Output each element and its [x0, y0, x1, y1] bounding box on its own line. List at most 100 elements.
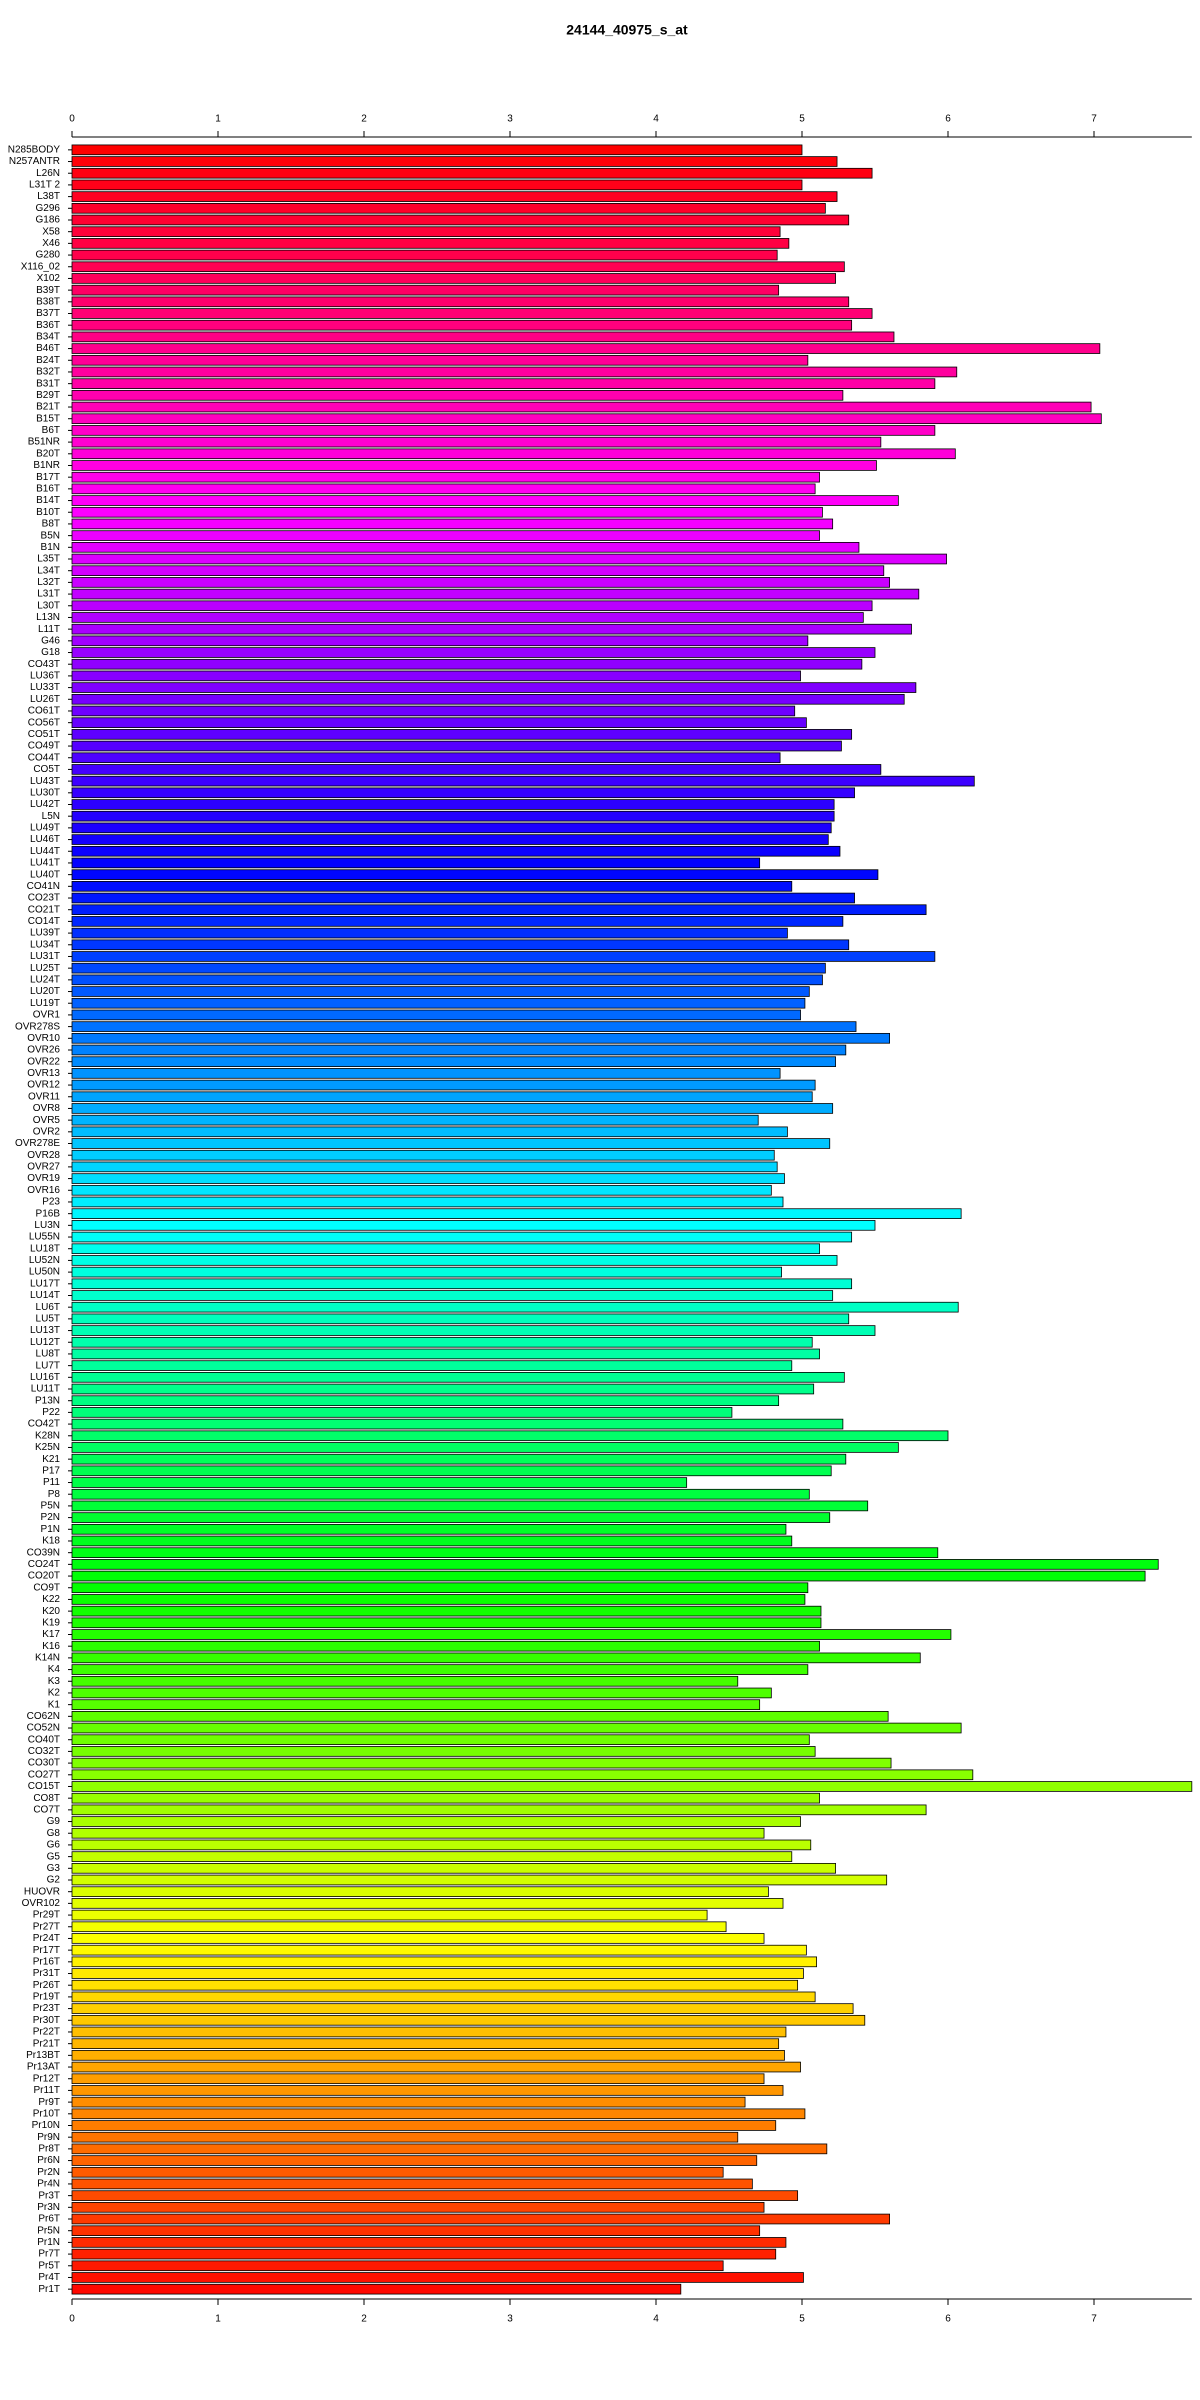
y-tick-label: LU14T — [30, 1290, 60, 1301]
bar — [71, 1991, 816, 2003]
bar — [71, 1372, 845, 1383]
x-tick-label: 3 — [507, 2314, 513, 2325]
y-tick-label: Pr24T — [33, 1933, 60, 1944]
bar — [71, 869, 879, 880]
y-tick-label: OVR22 — [27, 1056, 60, 1067]
y-tick-label: G18 — [41, 647, 60, 658]
bar — [71, 962, 826, 974]
bar — [71, 1290, 834, 1301]
y-tick-label: Pr10T — [33, 2108, 60, 2119]
y-tick-label: G9 — [47, 1816, 61, 1827]
bar — [71, 752, 781, 764]
bar — [71, 1196, 784, 1208]
y-tick-label: OVR5 — [33, 1115, 61, 1126]
y-tick-label: Pr21T — [33, 2038, 60, 2049]
bar — [71, 191, 838, 202]
bar — [71, 1149, 775, 1161]
x-tick-label: 0 — [69, 114, 75, 125]
y-tick-label: Pr3T — [38, 2190, 60, 2201]
bar — [71, 2026, 787, 2038]
bar — [71, 401, 1092, 413]
y-tick-label: LU20T — [30, 986, 60, 997]
y-tick-label: B31T — [36, 378, 60, 389]
bar — [71, 1255, 838, 1266]
y-tick-label: Pr2N — [37, 2167, 60, 2178]
bar — [71, 460, 877, 471]
y-tick-label: B17T — [36, 472, 60, 483]
bar — [71, 1488, 810, 1500]
bar — [71, 1278, 853, 1290]
bar — [71, 1570, 1146, 1582]
bar — [71, 565, 885, 577]
bar — [71, 1582, 809, 1594]
y-tick-label: Pr16T — [33, 1956, 60, 1967]
bar — [71, 1184, 772, 1196]
y-tick-label: L31T 2 — [29, 180, 60, 191]
bar — [71, 810, 835, 822]
bar — [71, 1898, 784, 1909]
y-tick-label: OVR278E — [15, 1138, 60, 1149]
bar — [71, 927, 788, 939]
bar — [71, 997, 806, 1009]
bar — [71, 845, 841, 857]
bar — [71, 530, 820, 541]
y-tick-label: LU19T — [30, 998, 60, 1009]
y-tick-label: K22 — [42, 1594, 60, 1605]
bar — [71, 1851, 793, 1862]
y-tick-label: LU26T — [30, 694, 60, 705]
bar — [71, 717, 807, 728]
y-tick-label: P17 — [42, 1465, 60, 1476]
bar — [71, 916, 844, 927]
y-tick-label: B36T — [36, 320, 60, 331]
bar — [71, 729, 853, 740]
y-tick-label: CO7T — [33, 1804, 60, 1815]
y-tick-label: L13N — [36, 612, 60, 623]
y-tick-label: B10T — [36, 507, 60, 518]
y-tick-label: OVR102 — [22, 1898, 61, 1909]
y-tick-label: Pr23T — [33, 2003, 60, 2014]
y-tick-label: P1N — [41, 1524, 60, 1535]
bar — [71, 1862, 836, 1874]
bar — [71, 1909, 708, 1921]
bar — [71, 1477, 688, 1488]
bar — [71, 1933, 765, 1944]
bar — [71, 483, 816, 495]
y-tick-label: B21T — [36, 402, 60, 413]
bar — [71, 1734, 810, 1746]
x-tick-label: 5 — [799, 114, 805, 125]
y-tick-label: LU17T — [30, 1278, 60, 1289]
y-tick-label: Pr8T — [38, 2144, 60, 2155]
y-tick-label: P13N — [35, 1395, 60, 1406]
y-tick-label: Pr29T — [33, 1910, 60, 1921]
bar — [71, 2061, 801, 2073]
bar — [71, 2202, 765, 2213]
y-tick-label: B39T — [36, 285, 60, 296]
y-tick-label: CO42T — [28, 1419, 60, 1430]
y-tick-label: OVR13 — [27, 1068, 60, 1079]
y-tick-label: CO27T — [28, 1769, 60, 1780]
bar — [71, 144, 803, 156]
bar — [71, 1535, 793, 1547]
bar — [71, 296, 850, 308]
bar — [71, 822, 832, 834]
bar — [71, 1103, 834, 1114]
bar — [71, 1465, 832, 1477]
y-tick-label: CO43T — [28, 659, 60, 670]
y-tick-label: K4 — [48, 1664, 61, 1675]
y-tick-label: G8 — [47, 1828, 61, 1839]
y-tick-label: L30T — [37, 600, 60, 611]
y-tick-label: G5 — [47, 1851, 61, 1862]
y-tick-label: OVR11 — [28, 1091, 60, 1102]
bar — [71, 951, 936, 962]
y-tick-label: P2N — [41, 1512, 60, 1523]
y-tick-label: CO5T — [33, 764, 60, 775]
bar — [71, 2085, 784, 2096]
bar — [71, 214, 850, 226]
y-tick-label: K21 — [42, 1454, 60, 1465]
bar — [71, 1114, 759, 1126]
y-tick-label: G46 — [41, 635, 60, 646]
y-tick-label: Pr1T — [38, 2284, 60, 2295]
y-tick-label: CO23T — [28, 893, 60, 904]
bar — [71, 612, 864, 623]
bar — [71, 2190, 799, 2201]
